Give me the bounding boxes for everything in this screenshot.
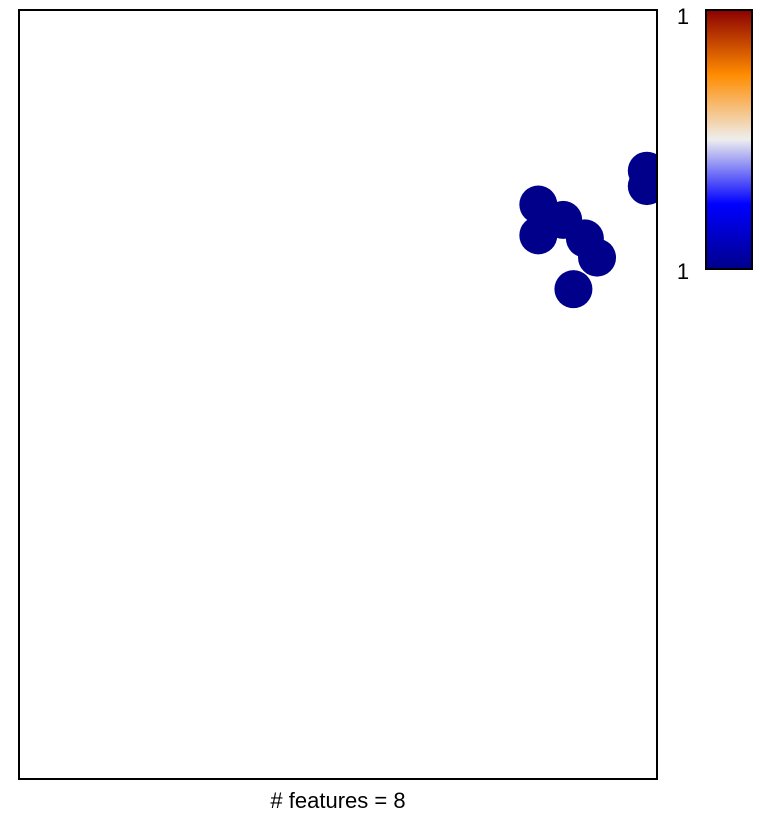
colorbar — [705, 9, 753, 270]
x-axis-label: # features = 8 — [270, 788, 405, 813]
scatter-point-8 — [554, 270, 593, 309]
scatter-points — [519, 151, 657, 309]
scatter-point-2 — [627, 167, 657, 206]
colorbar-top-label: 1 — [677, 4, 689, 29]
colorbar-bottom-label: 1 — [677, 259, 689, 284]
plot-frame — [18, 9, 658, 780]
scatter-point-5 — [519, 216, 558, 255]
scatter-point-7 — [578, 238, 617, 277]
